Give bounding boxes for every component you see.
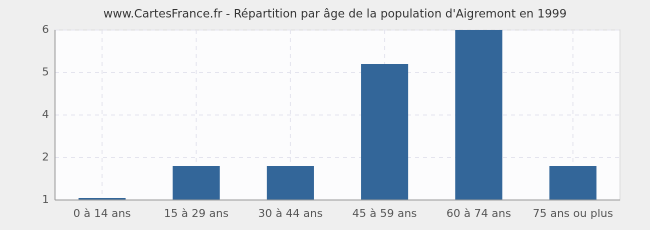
y-tick-label: 2 [42, 151, 49, 164]
chart-title: www.CartesFrance.fr - Répartition par âg… [103, 7, 566, 21]
x-tick-label: 15 à 29 ans [164, 207, 229, 220]
bar [78, 198, 126, 200]
bar [172, 166, 220, 200]
x-tick-label: 75 ans ou plus [533, 207, 614, 220]
y-tick-label: 6 [42, 23, 49, 36]
y-tick-label: 4 [42, 108, 49, 121]
bar [549, 166, 597, 200]
y-tick-label: 5 [42, 66, 49, 79]
x-tick-label: 30 à 44 ans [258, 207, 323, 220]
bar [455, 30, 503, 200]
bar [361, 64, 409, 200]
y-tick-label: 1 [42, 193, 49, 206]
bar [266, 166, 314, 200]
x-tick-label: 45 à 59 ans [352, 207, 417, 220]
chart: www.CartesFrance.fr - Répartition par âg… [0, 0, 650, 230]
x-tick-label: 60 à 74 ans [446, 207, 511, 220]
x-tick-label: 0 à 14 ans [73, 207, 131, 220]
